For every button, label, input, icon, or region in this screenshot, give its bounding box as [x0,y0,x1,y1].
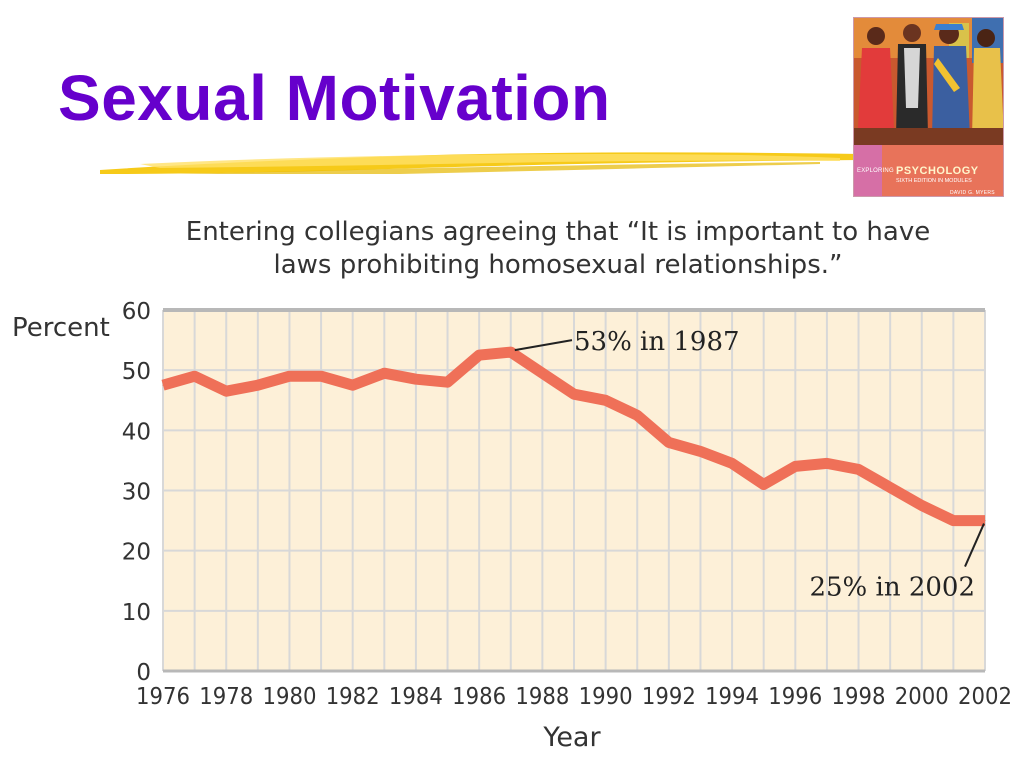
data-point [510,351,512,353]
book-cover: EXPLORING PSYCHOLOGY SIXTH EDITION IN MO… [853,17,1004,197]
x-tick-label: 1978 [199,684,253,710]
data-point [320,375,322,377]
data-point [984,520,986,522]
chart-title-line-2: laws prohibiting homosexual relationship… [273,250,843,280]
y-axis-label: Percent [12,313,110,343]
data-point [605,399,607,401]
data-point [194,375,196,377]
data-point [731,462,733,464]
data-point [257,384,259,386]
book-cover-band-left [854,145,882,196]
x-tick-label: 1982 [326,684,380,710]
data-point [288,375,290,377]
data-point [668,441,670,443]
data-point [162,384,164,386]
data-point [541,372,543,374]
data-point [352,384,354,386]
chart-title: Entering collegians agreeing that “It is… [150,216,966,282]
data-point [478,354,480,356]
annotation-label-1987: 53% in 1987 [574,327,740,357]
y-tick-label: 50 [122,359,151,385]
data-point [383,372,385,374]
data-point [858,468,860,470]
data-point [794,465,796,467]
y-tick-label: 30 [122,480,151,506]
x-tick-label: 1998 [832,684,886,710]
data-point [826,462,828,464]
x-tick-label: 2000 [895,684,949,710]
book-cover-illustration [854,18,1003,145]
y-tick-label: 40 [122,419,151,445]
book-title: PSYCHOLOGY [896,165,979,177]
data-point [699,450,701,452]
y-tick-label: 0 [136,660,151,686]
annotation-leader-1987 [514,339,573,352]
x-axis-label: Year [542,722,601,753]
x-tick-label: 1976 [136,684,190,710]
x-tick-label: 1988 [515,684,569,710]
line-chart: 0 10 20 30 40 50 60 1976 1978 1980 1982 1984 1986 198… [12,299,1012,753]
book-author: DAVID G. MYERS [950,190,995,196]
y-tick-label: 60 [122,299,151,325]
x-tick-label: 1992 [642,684,696,710]
book-edition: SIXTH EDITION IN MODULES [896,178,972,184]
x-tick-label: 2002 [958,684,1012,710]
data-point [952,520,954,522]
x-tick-label: 1984 [389,684,443,710]
data-point [636,414,638,416]
x-tick-label: 1990 [579,684,633,710]
slide-title: Sexual Motivation [58,62,611,134]
data-point [447,381,449,383]
x-tick-label: 1994 [705,684,759,710]
x-tick-label: 1996 [768,684,822,710]
data-point [763,483,765,485]
y-tick-label: 10 [122,600,151,626]
book-series: EXPLORING [857,168,894,174]
annotation-label-2002: 25% in 2002 [809,573,975,603]
annotation-leader-2002 [964,523,985,567]
data-point [415,378,417,380]
y-tick-label: 20 [122,540,151,566]
chart-title-line-1: Entering collegians agreeing that “It is… [185,217,931,247]
data-point [889,486,891,488]
data-point [225,390,227,392]
x-tick-label: 1986 [452,684,506,710]
x-tick-label: 1980 [262,684,316,710]
data-point [573,393,575,395]
yellow-brush-underline [100,152,860,174]
data-point [921,505,923,507]
